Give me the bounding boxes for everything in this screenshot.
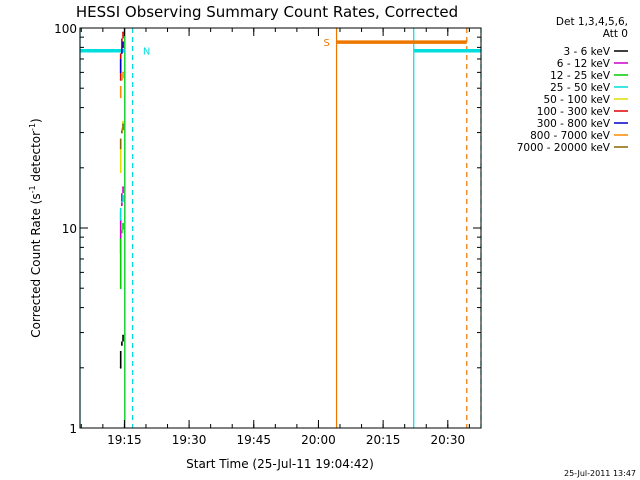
series-7 [119,41,124,74]
legend-header-2: Att 0 [603,28,628,40]
x-tick-label-1930: 19:30 [172,433,207,447]
legend-label-9: 7000 - 20000 keV [517,142,611,154]
series-4-point [122,194,124,197]
annotation-saa: S [324,38,330,49]
y-tick-label-10: 10 [62,222,77,236]
chart-title: HESSI Observing Summary Count Rates, Cor… [76,3,458,21]
y-axis-label: Corrected Count Rate (s-1 detector-1) [28,118,43,337]
legend-label-2: 6 - 12 keV [557,58,611,70]
x-tick-label-2000: 20:00 [301,433,336,447]
series-9 [119,123,124,150]
x-tick-label-2030: 20:30 [431,433,466,447]
series-8-point [120,79,123,81]
series-3-point [120,231,123,234]
legend-label-1: 3 - 6 keV [563,46,610,58]
x-axis-label: Start Time (25-Jul-11 19:04:42) [186,457,374,471]
series-9-point [119,147,122,150]
y-tick-label-1: 1 [69,422,77,436]
series-2-point [122,186,124,189]
series-4 [119,194,124,221]
legend-label-6: 100 - 300 keV [537,106,611,118]
legend-label-3: 12 - 25 keV [550,70,611,82]
footer-date: 25-Jul-2011 13:47 [564,469,636,478]
series-3-point [119,287,122,290]
y-tick-label-100: 100 [54,22,77,36]
x-tick-label-1915: 19:15 [107,433,142,447]
series-5-point [119,171,122,174]
series-5-point [122,120,124,123]
legend-label-7: 300 - 800 keV [537,118,611,130]
series-4-point [119,218,122,221]
series-8-point [122,71,124,74]
series-8 [119,71,124,99]
series-9-point [120,131,123,134]
series-9-point [122,123,124,126]
x-tick-label-2015: 20:15 [366,433,401,447]
series-7-point [120,52,123,54]
series-1-point [120,344,123,346]
annotation-night: N [143,47,150,58]
series-7-point [122,41,124,44]
series-1-point [119,366,122,369]
series-7-point [119,71,122,74]
series-8-point [119,96,122,99]
series-1 [119,334,124,369]
legend-header-1: Det 1,3,4,5,6, [556,16,628,28]
series-6-point [122,31,124,34]
legend-label-4: 25 - 50 keV [550,82,611,94]
series-3-point [122,222,124,225]
legend-label-8: 800 - 7000 keV [530,130,611,142]
plot-area: N S 1 10 100 19:15 19:30 19:45 20:00 20:15 20:30 [54,22,482,447]
series-1-point [122,334,124,337]
series-3 [119,222,124,290]
series-2-point [120,204,123,207]
x-tick-label-1945: 19:45 [236,433,271,447]
legend-label-5: 50 - 100 keV [543,94,610,106]
